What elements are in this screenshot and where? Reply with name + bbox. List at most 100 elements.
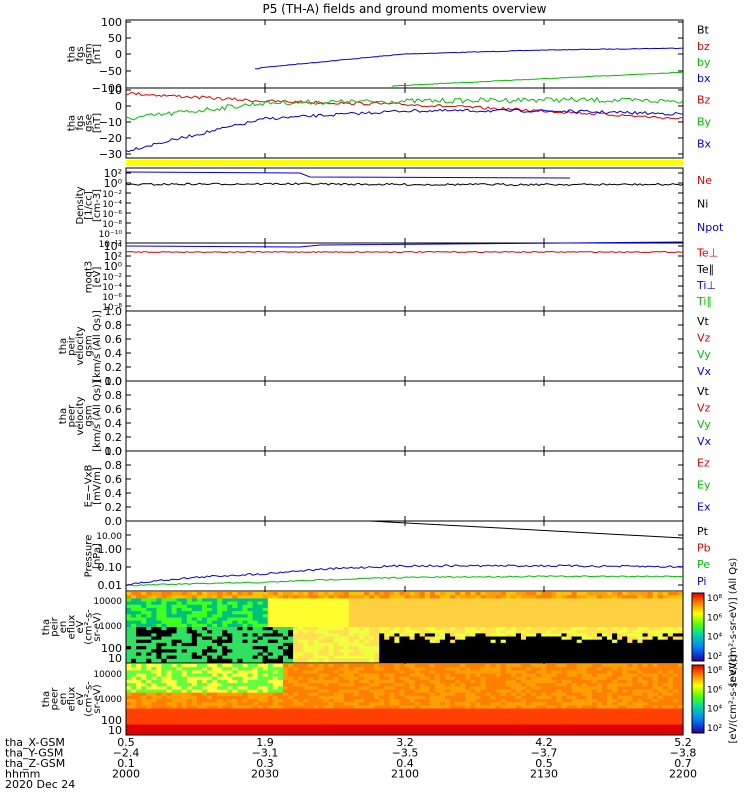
ytick-label: 100 <box>101 16 122 29</box>
line-Bz <box>125 92 684 120</box>
colorbar-label: 10⁸ <box>707 666 722 676</box>
ytick-label: 0.4 <box>105 417 123 430</box>
ylabel-line: eflux <box>67 687 78 712</box>
ytick-label: 10 <box>108 724 122 737</box>
colorbar-label: 10² <box>707 724 722 734</box>
ylabel-line: [nT] <box>92 44 103 64</box>
xaxis-value: −3.8 <box>670 747 697 760</box>
ytick-label: 0.0 <box>105 445 123 458</box>
ytick-label: 1000 <box>99 695 122 705</box>
ylabel-line: [mV/m] <box>92 467 103 505</box>
colorbar-label: 10⁴ <box>707 705 722 715</box>
ytick-label: 1.0 <box>105 305 123 318</box>
ytick-label: 10⁻⁴ <box>102 200 122 210</box>
legend-efield-0: Ez <box>697 457 710 470</box>
ytick-label: 10⁻⁶ <box>102 293 122 303</box>
ylabel-line: velocity <box>75 326 86 365</box>
ylabel-line: [km/s (All Qs)] <box>92 380 103 452</box>
ylabel-line: eV <box>75 620 86 633</box>
legend-density-1: Ni <box>697 198 708 211</box>
ylabel-line: en <box>58 693 69 706</box>
xaxis-value: 2000 <box>112 768 140 781</box>
xaxis-row-label: tha_Y-GSM <box>5 747 63 760</box>
colorbar-peer_en <box>691 664 705 734</box>
xaxis-value: 2200 <box>669 768 697 781</box>
legend-pressure-3: Pi <box>697 575 706 588</box>
colorbar-peir_en <box>691 592 705 662</box>
ylabel-line: [1/cc] <box>84 191 95 220</box>
legend-peer_vel-1: Vz <box>697 402 711 415</box>
panel-frame-temp <box>125 242 684 312</box>
ytick-label: 10⁰ <box>104 260 123 273</box>
xaxis-value: −3.7 <box>531 747 558 760</box>
line-Ni <box>125 182 684 187</box>
xaxis-value: 3.2 <box>396 736 414 749</box>
ylabel-line: Density <box>75 186 86 224</box>
ytick-label: 10² <box>104 250 122 263</box>
xaxis-value: 2030 <box>251 768 279 781</box>
xaxis-value: 5.2 <box>674 736 692 749</box>
panel-frame-fgs_gse <box>125 87 684 159</box>
line-Ti <box>125 241 684 248</box>
line-Te <box>125 250 684 254</box>
ytick-label: 10² <box>104 167 122 180</box>
ytick-label: −50 <box>99 65 122 78</box>
panel-frame-peir_vel <box>125 310 684 382</box>
ylabel-line: peer <box>67 404 78 428</box>
line-bx <box>255 47 684 70</box>
ytick-label: 0.6 <box>105 333 123 346</box>
ylabel-line: [nT] <box>92 113 103 133</box>
ytick-label: 0.4 <box>105 347 123 360</box>
ytick-label: 0.6 <box>105 473 123 486</box>
ylabel-line: peer <box>50 687 61 711</box>
panel-frame-peer_vel <box>125 380 684 452</box>
legend-peir_vel-1: Vz <box>697 332 711 345</box>
ytick-label: 10⁻⁴ <box>102 283 122 293</box>
ytick-label: −100 <box>92 82 122 95</box>
ytick-label: 0.4 <box>105 487 123 500</box>
ylabel-line: gsm <box>84 405 95 426</box>
ylabel-line: moqt3 <box>84 261 95 294</box>
ylabel-line: (cm²-s- <box>84 609 95 645</box>
legend-efield-1: Ey <box>697 479 711 492</box>
legend-peer_vel-0: Vt <box>697 385 710 398</box>
legend-efield-2: Ex <box>697 500 711 513</box>
ylabel-line: [nPa] <box>92 543 103 569</box>
legend-fgs_gse-2: Bx <box>697 137 712 150</box>
ytick-label: 10⁴ <box>104 240 123 253</box>
ytick-label: 10000 <box>93 670 122 680</box>
ytick-label: 0.8 <box>105 389 123 402</box>
line-by <box>391 71 684 87</box>
ylabel-line: [km/s (All Qs)] <box>92 310 103 382</box>
panel-frame-pressure <box>125 520 684 592</box>
ytick-label: 10⁻⁸ <box>102 303 122 313</box>
ytick-label: 0.2 <box>105 501 123 514</box>
ytick-label: 10 <box>108 84 122 97</box>
ytick-label: 0 <box>115 48 122 61</box>
ylabel-line: sr-eV) <box>92 612 103 641</box>
legend-peir_vel-2: Vy <box>697 348 711 361</box>
line-By <box>125 96 684 121</box>
xaxis-value: −3.1 <box>252 747 279 760</box>
ytick-label: 10.00 <box>96 532 122 542</box>
xaxis-row-label: tha_X-GSM <box>5 736 65 749</box>
ylabel-line: tha <box>41 619 52 635</box>
legend-pressure-2: Pe <box>697 558 710 571</box>
xaxis-value: −3.5 <box>392 747 419 760</box>
legend-density-0: Ne <box>697 174 712 187</box>
ytick-label: 10⁻² <box>102 273 122 283</box>
ytick-label: 1.0 <box>105 375 123 388</box>
xaxis-value: 1.9 <box>256 736 274 749</box>
chart-title: P5 (TH-A) fields and ground moments over… <box>263 2 547 16</box>
ytick-label: 10⁻¹² <box>99 240 123 250</box>
legend-density-2: Npot <box>697 221 724 234</box>
ytick-label: 0.8 <box>105 459 123 472</box>
colorbar-label: 10² <box>707 652 722 662</box>
xaxis-value: 4.2 <box>535 736 553 749</box>
xaxis-value: 2100 <box>391 768 419 781</box>
xaxis-row-label: hhmm <box>5 768 40 781</box>
line-Npot <box>125 171 571 179</box>
ylabel-line: fgs <box>75 46 86 61</box>
colorbar-label: 10⁶ <box>707 685 722 695</box>
